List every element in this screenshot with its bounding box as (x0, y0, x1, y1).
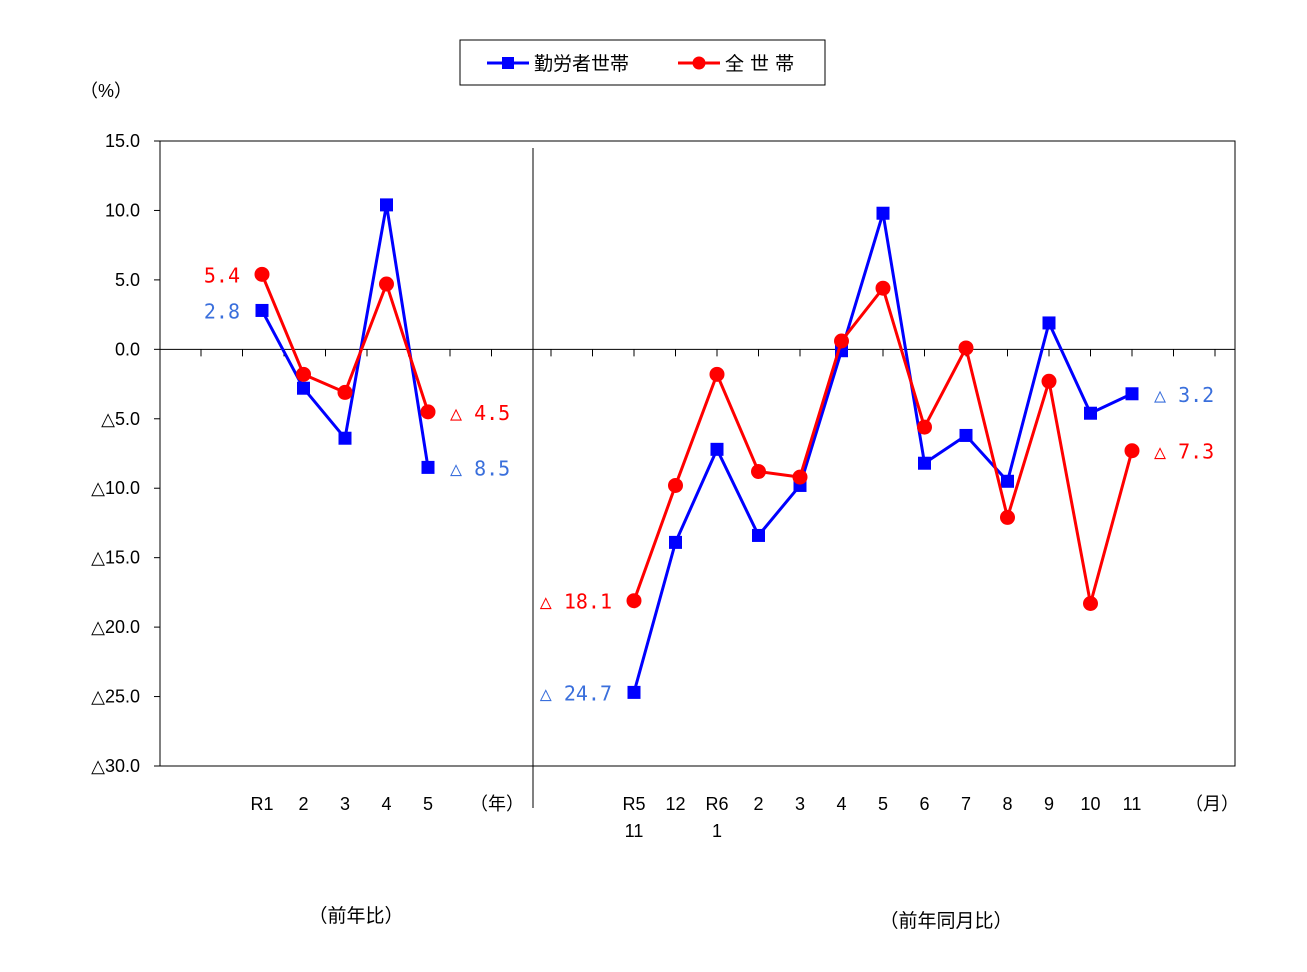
y-tick-label: △15.0 (91, 548, 140, 568)
point-worker (421, 460, 435, 474)
point-worker (1001, 474, 1014, 488)
data-label-worker: △ 3.2 (1154, 383, 1214, 407)
y-tick-label: 0.0 (115, 339, 140, 359)
plot-area (159, 140, 1236, 808)
series-layer (254, 198, 1140, 699)
y-tick-label: 5.0 (115, 270, 140, 290)
data-label-all: △ 4.5 (450, 401, 510, 425)
x-tick-label: 3 (340, 794, 350, 814)
y-tick-label: △25.0 (91, 687, 140, 707)
y-unit-label: （%） (80, 81, 132, 101)
point-all (1083, 596, 1098, 611)
point-worker (627, 685, 641, 699)
point-worker (876, 206, 890, 220)
data-label-worker: △ 24.7 (540, 681, 612, 705)
point-all (337, 384, 353, 400)
legend-label-worker: 勤労者世帯 (534, 53, 629, 75)
point-all (379, 276, 394, 292)
y-tick-label: 10.0 (105, 200, 140, 220)
point-worker (1125, 387, 1139, 401)
data-label-worker: △ 8.5 (450, 456, 510, 480)
data-labels: 5.4 2.8 △ 4.5 △ 8.5 △ 18.1 △ 24.7 △ 3.2 △ 7.3 (204, 263, 1214, 705)
x-tick-label: 12 (665, 794, 685, 814)
x-tick-label: 9 (1044, 794, 1054, 814)
x-tick-label: R1 (250, 794, 273, 814)
point-worker (1084, 406, 1097, 420)
point-worker (752, 528, 765, 542)
y-tick-label: △30.0 (91, 756, 140, 776)
x-tick-label: 3 (795, 794, 805, 814)
point-all (709, 366, 725, 382)
panel-captions: （前年比） （前年同月比） (308, 905, 1012, 932)
data-label-all: △ 7.3 (1154, 440, 1214, 464)
x-tick-label: 7 (961, 794, 971, 814)
data-label-worker: 2.8 (204, 299, 240, 323)
y-tick-label: 15.0 (105, 131, 140, 151)
y-axis-ticks: 15.0 10.0 5.0 0.0 △5.0 △10.0 △15.0 △20.0 △25.0 △3… (91, 131, 160, 776)
point-all (875, 280, 891, 296)
point-all (668, 477, 683, 493)
x-tick-label: 4 (381, 794, 391, 814)
panel-caption: （前年比） (308, 905, 403, 927)
x-tick-label: 2 (753, 794, 763, 814)
legend-marker-worker (502, 57, 514, 69)
point-all (420, 404, 436, 420)
panel-caption: （前年同月比） (879, 910, 1012, 932)
y-tick-label: △10.0 (91, 478, 140, 498)
point-all (834, 333, 849, 349)
x-tick-label: 5 (878, 794, 888, 814)
point-all (917, 419, 932, 435)
point-worker (338, 431, 352, 445)
point-worker (918, 456, 931, 470)
x-tick-label: 8 (1002, 794, 1012, 814)
point-all (792, 469, 808, 485)
legend-label-all: 全 世 帯 (725, 53, 794, 75)
point-worker (1042, 316, 1056, 330)
point-worker (255, 303, 269, 317)
x-tick-label: 4 (836, 794, 846, 814)
data-label-all: 5.4 (204, 263, 240, 287)
x-tick-label: 5 (423, 794, 433, 814)
x-unit-label: （月） (1185, 794, 1239, 814)
x-tick-label: 6 (919, 794, 929, 814)
x-tick-label: R5 (622, 794, 645, 814)
point-all (1124, 443, 1140, 459)
x-tick-label: 2 (298, 794, 308, 814)
series-line-all (632, 286, 1134, 605)
point-worker (959, 428, 973, 442)
point-worker (710, 442, 724, 456)
data-label-all: △ 18.1 (540, 590, 612, 614)
point-all (254, 266, 270, 282)
x-tick-label: 11 (1123, 794, 1142, 814)
legend-marker-all (692, 56, 706, 70)
point-all (958, 340, 974, 356)
x-tick-label-2: 1 (712, 821, 722, 841)
point-worker (297, 381, 310, 395)
x-tick-label: R6 (705, 794, 728, 814)
plot-frame (159, 140, 1236, 767)
x-tick-label: 10 (1080, 794, 1100, 814)
point-all (296, 366, 311, 382)
point-worker (380, 198, 393, 212)
point-all (751, 464, 766, 480)
x-tick-label-2: 11 (625, 821, 644, 841)
point-worker (669, 535, 682, 549)
point-all (1041, 373, 1057, 389)
legend: 勤労者世帯 全 世 帯 (459, 39, 826, 86)
x-unit-label: （年） (470, 794, 524, 814)
y-tick-label: △20.0 (91, 617, 140, 637)
y-tick-label: △5.0 (101, 409, 140, 429)
point-all (1000, 509, 1015, 525)
point-all (626, 593, 642, 609)
